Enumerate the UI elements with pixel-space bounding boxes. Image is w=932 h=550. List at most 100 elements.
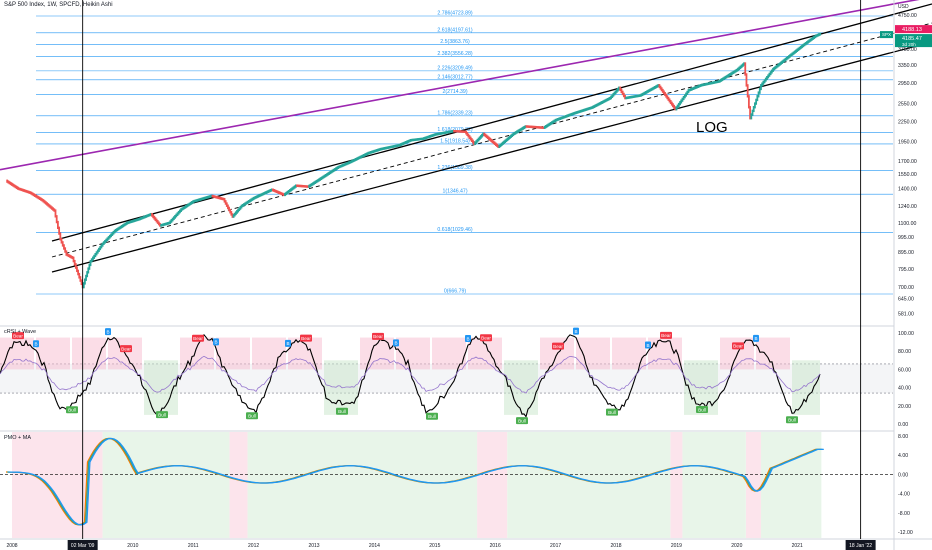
price-candle [204,196,207,200]
price-candle [29,191,32,194]
pmo-axis-tick: -12.00 [898,530,913,536]
price-candle [744,62,747,76]
price-candle [745,73,748,87]
price-candle [385,146,388,150]
price-candle [739,65,742,70]
price-axis-tick: 1240.00 [898,204,917,210]
price-candle [734,69,737,73]
price-candle [276,190,279,194]
crsi-zone-shade [504,360,538,415]
price-candle [483,132,486,137]
price-candle [179,209,181,214]
price-candle [232,214,235,218]
channel-upper-line [51,3,932,242]
crsi-zone-shade [72,337,106,370]
time-axis-tick: 2021 [792,543,803,549]
price-candle [238,207,241,212]
price-candle [705,82,708,86]
price-candle [575,111,577,115]
price-candle [201,197,204,201]
price-candle [531,125,534,129]
price-candle [154,217,157,222]
price-candle [386,146,389,150]
price-candle [141,216,144,220]
price-candle [598,102,601,106]
crsi-pane[interactable]: Bear B Bull B Bear Bull Bear B Bull B Bear Bull Bear… [0,327,893,425]
price-candle [535,125,538,129]
time-axis-tick: 02 Mar '09 [71,543,95,549]
price-candle [651,87,654,91]
fib-level-label: 2.382(3556.28) [437,51,472,57]
price-candle [470,138,473,143]
price-candle [287,190,290,194]
price-candle [382,147,385,150]
price-candle [90,258,93,263]
price-candle [380,147,383,151]
price-candle [791,52,794,56]
price-candle [522,126,524,130]
fib-level-label: 1(1346.47) [442,189,467,195]
price-candle [288,189,291,193]
price-candle [621,90,624,96]
crsi-zone-shade [36,337,70,370]
pmo-bullish-zone [247,432,478,538]
price-candle [89,260,92,267]
pmo-bullish-zone [760,432,822,538]
price-candle [780,61,782,65]
price-candle [600,101,602,105]
price-candle [688,88,691,92]
crsi-badge [246,412,258,420]
price-candle [799,45,802,50]
price-candle [616,87,619,92]
crsi-badge-label: Bear [301,336,311,341]
price-candle [372,150,375,154]
price-candle [706,82,709,86]
price-candle [790,53,793,57]
channel-lower-line [51,41,932,273]
price-candle [140,216,143,220]
price-candle [424,136,427,140]
price-candle [212,195,215,198]
crsi-badge-label: Bull [518,418,526,423]
price-candle [668,98,671,103]
price-candle [361,154,364,158]
price-candle [391,145,394,148]
price-candle [578,110,581,114]
price-candle [409,138,412,142]
price-candle [224,200,227,205]
pmo-pane[interactable] [0,432,893,538]
price-candle [700,83,703,87]
price-candle [416,138,419,141]
price-candle [31,192,34,196]
price-candle [586,107,589,111]
price-candle [538,126,540,129]
price-candle [119,225,122,229]
price-candle [107,236,110,240]
price-candle [275,190,278,193]
price-candle [767,74,770,79]
price-candle [95,251,98,256]
price-candle [442,131,445,135]
price-candle [230,211,233,216]
price-candle [642,92,645,96]
price-candle [46,202,48,206]
price-candle [813,35,816,40]
fib-level-label: 2.226(3209.49) [437,65,472,71]
price-candle [55,215,58,224]
price-candle [430,134,433,138]
time-axis-tick: 2017 [550,543,561,549]
price-candle [747,95,750,109]
price-candle [750,113,753,120]
price-candle [210,194,213,198]
price-pane[interactable]: 2.786(4723.89) 2.618(4197.61) 2.5(3863.76)… [0,0,932,295]
price-candle [228,206,230,212]
price-candle [268,189,271,193]
price-candle [429,135,431,138]
price-candle [128,220,131,224]
price-candle [169,220,172,225]
price-candle [554,118,557,123]
price-candle [215,195,218,199]
price-candle [88,263,91,270]
price-candle [529,125,531,128]
price-candle [426,135,429,139]
